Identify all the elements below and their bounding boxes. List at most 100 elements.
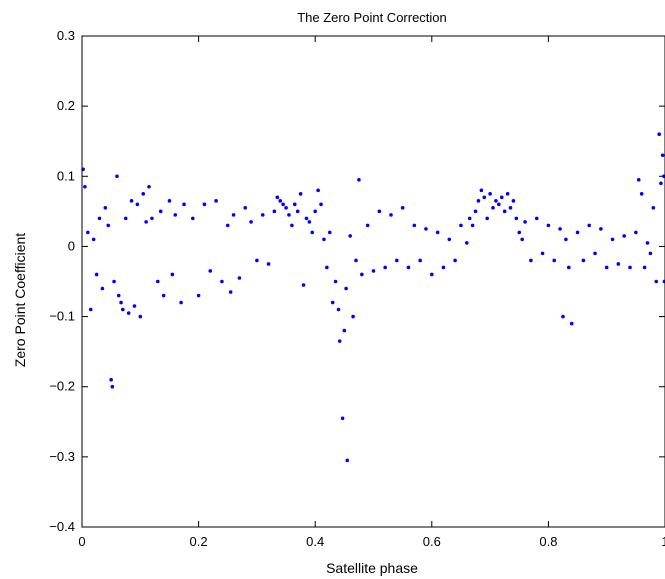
data-point — [249, 220, 253, 224]
data-point — [100, 286, 105, 291]
data-point — [91, 237, 96, 242]
data-point — [502, 209, 507, 214]
data-point — [418, 258, 422, 263]
data-point — [453, 258, 457, 263]
data-point — [575, 230, 580, 235]
data-point — [167, 199, 172, 203]
data-point — [499, 195, 504, 200]
chart-title: The Zero Point Correction — [297, 10, 447, 25]
data-point — [657, 132, 661, 136]
data-point — [88, 307, 93, 312]
data-point — [313, 209, 318, 214]
data-point — [441, 265, 446, 270]
data-point — [587, 223, 592, 228]
data-point — [567, 265, 571, 270]
data-point — [357, 177, 361, 182]
data-point — [616, 262, 621, 266]
data-point — [284, 206, 288, 210]
data-point — [593, 251, 597, 256]
data-point — [109, 377, 113, 382]
data-point — [322, 237, 326, 242]
data-point — [155, 279, 160, 284]
data-point — [564, 237, 568, 242]
data-point — [599, 227, 603, 231]
y-tick-label: −0.2 — [49, 379, 75, 394]
data-point — [520, 237, 524, 242]
data-point — [383, 265, 387, 270]
data-point — [319, 202, 323, 207]
data-point — [377, 209, 382, 214]
data-point — [138, 314, 143, 319]
data-point — [220, 279, 224, 284]
data-point — [112, 279, 116, 284]
data-point — [225, 223, 230, 228]
data-point — [569, 321, 574, 326]
data-point — [301, 283, 306, 287]
data-point — [351, 314, 355, 319]
data-point — [255, 258, 259, 263]
data-point — [340, 416, 345, 421]
data-point — [141, 192, 146, 196]
data-point — [342, 328, 347, 333]
x-tick-label: 1 — [661, 534, 665, 549]
data-point — [634, 230, 638, 235]
data-point — [287, 213, 291, 217]
data-point — [365, 223, 370, 228]
data-point — [116, 293, 121, 298]
data-point — [476, 199, 481, 203]
data-point — [119, 300, 123, 305]
data-point — [529, 258, 533, 263]
data-point — [337, 339, 342, 343]
x-tick-label: 0.4 — [306, 534, 324, 549]
data-point — [196, 293, 201, 298]
data-point — [561, 314, 565, 319]
data-point — [298, 192, 303, 196]
data-point — [636, 177, 641, 182]
data-point — [129, 199, 134, 203]
data-point — [406, 265, 411, 270]
data-point — [158, 209, 163, 214]
x-tick-label: 0 — [78, 534, 85, 549]
data-point — [435, 230, 440, 235]
data-point — [170, 272, 175, 277]
data-point — [514, 216, 519, 221]
data-point — [371, 269, 376, 273]
data-point — [660, 153, 665, 158]
data-point — [628, 265, 632, 270]
data-point — [662, 174, 665, 179]
data-point — [179, 300, 183, 305]
data-point — [354, 258, 358, 263]
data-point — [115, 174, 119, 179]
data-point — [344, 286, 348, 291]
data-point — [645, 241, 650, 245]
data-point — [243, 206, 248, 210]
y-tick-label: 0.1 — [57, 168, 75, 183]
data-point — [508, 206, 513, 210]
data-point — [190, 216, 195, 221]
x-tick-label: 0.8 — [539, 534, 557, 549]
data-point — [228, 290, 233, 294]
data-point — [275, 195, 280, 200]
data-point — [604, 265, 609, 270]
data-point — [336, 307, 341, 312]
data-point — [97, 216, 102, 221]
data-point — [348, 234, 352, 238]
data-point — [126, 311, 131, 315]
data-point — [330, 300, 335, 305]
data-point — [610, 237, 615, 242]
data-point — [304, 216, 309, 221]
data-point — [231, 213, 236, 217]
y-tick-label: −0.3 — [49, 449, 75, 464]
data-point — [654, 279, 659, 284]
data-point — [517, 230, 522, 235]
data-point — [552, 258, 557, 263]
data-point — [511, 199, 516, 203]
data-point — [208, 269, 213, 273]
data-point — [662, 279, 665, 284]
data-point — [325, 265, 329, 270]
data-point — [558, 227, 562, 231]
data-point — [266, 262, 271, 266]
data-point — [292, 202, 297, 207]
